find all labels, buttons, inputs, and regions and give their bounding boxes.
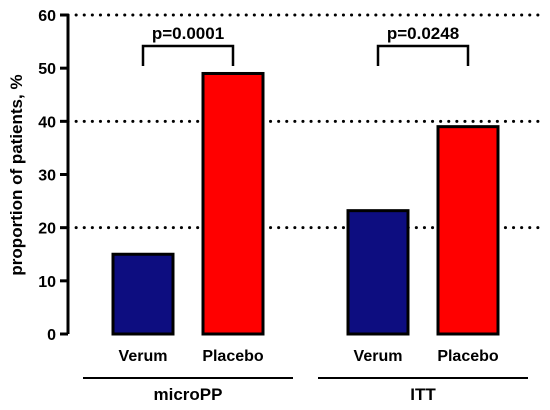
bar-micropp-verum: [111, 252, 175, 336]
bar-itt-placebo: [436, 125, 500, 336]
x-tick-label-itt-verum: Verum: [354, 348, 403, 365]
y-tick-label-10: 10: [38, 274, 56, 291]
group-label-itt: ITT: [410, 385, 436, 404]
y-tick-label-20: 20: [38, 221, 56, 238]
group-label-micropp: microPP: [154, 385, 223, 404]
y-tick-label-60: 60: [38, 8, 56, 25]
x-tick-label-micropp-placebo: Placebo: [202, 348, 264, 365]
x-tick-label-itt-placebo: Placebo: [437, 348, 499, 365]
p-value-itt: p=0.0248: [387, 24, 459, 43]
y-tick-label-40: 40: [38, 114, 56, 131]
gridlines: [66, 13, 542, 230]
x-axis-labels: Verum Placebo microPP Verum Placebo ITT: [83, 348, 528, 404]
p-value-micropp: p=0.0001: [152, 24, 224, 43]
bar-micropp-placebo: [201, 71, 265, 336]
y-tick-label-50: 50: [38, 61, 56, 78]
x-tick-label-micropp-verum: Verum: [119, 348, 168, 365]
y-tick-label-30: 30: [38, 168, 56, 185]
y-axis-title: proportion of patients, %: [7, 74, 26, 275]
significance-bracket-itt: [376, 44, 470, 66]
y-axis: 0 10 20 30 40 50 60: [38, 8, 70, 344]
significance-bracket-micropp: [141, 44, 235, 66]
bars: [111, 71, 500, 336]
y-tick-label-0: 0: [47, 327, 56, 344]
significance-annotations: p=0.0001 p=0.0248: [141, 24, 470, 66]
bar-itt-verum: [346, 209, 410, 336]
